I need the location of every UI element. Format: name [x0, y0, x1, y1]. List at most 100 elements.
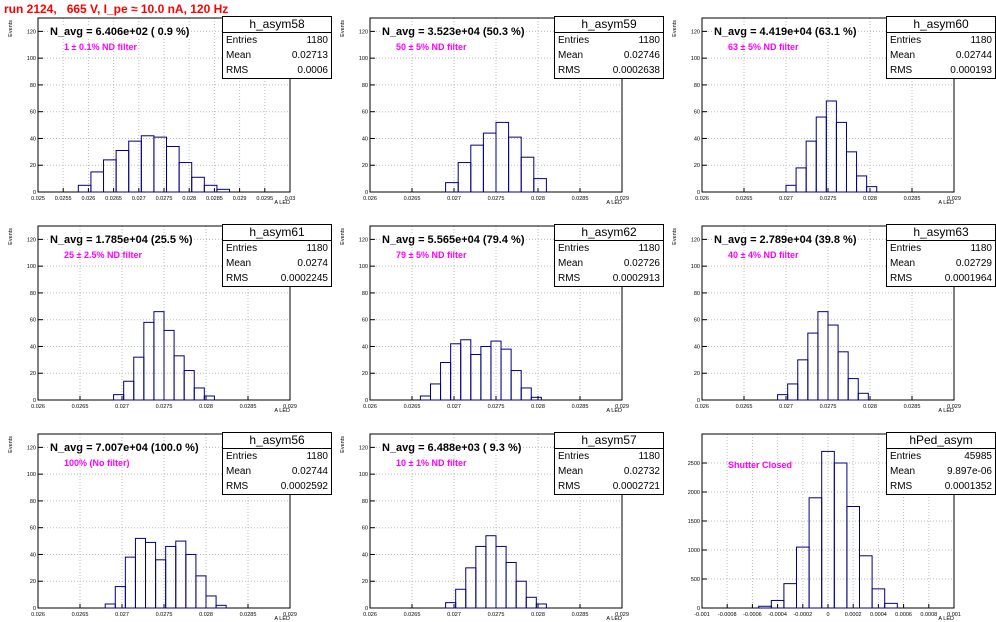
x-tick-label: 0.0265 [736, 196, 753, 202]
stats-label: Entries [558, 243, 590, 254]
y-tick-label: 80 [694, 83, 700, 89]
stats-row-entries: Entries 1180 [555, 33, 663, 48]
x-tick-label: 0.001 [947, 612, 961, 618]
histogram-bar [884, 602, 898, 609]
histogram-bar [797, 359, 809, 401]
y-tick-label: 40 [694, 136, 700, 142]
histogram-bar [808, 497, 823, 609]
y-tick-label: 100 [27, 472, 36, 478]
y-tick-label: 80 [362, 83, 368, 89]
n-avg-annotation: N_avg = 3.523e+04 (50.3 %) [380, 26, 527, 39]
histogram-title: h_asym58 [222, 16, 332, 33]
histogram-bar [115, 150, 130, 193]
histogram-bar [143, 321, 155, 401]
histogram-title: h_asym60 [886, 16, 996, 33]
x-axis-label: A LED [606, 408, 622, 414]
histogram-title: h_asym62 [554, 224, 664, 241]
histogram-bar [114, 586, 126, 609]
n-avg-annotation: N_avg = 6.488e+03 ( 9.3 %) [380, 442, 524, 455]
x-tick-label: 0.027 [447, 196, 461, 202]
y-tick-label: 100 [691, 56, 700, 62]
y-tick-label: 80 [694, 291, 700, 297]
histogram-bar [796, 546, 810, 609]
y-tick-label: 20 [694, 163, 700, 169]
stats-value-entries: 1180 [306, 35, 328, 46]
x-tick-label: 0.026 [695, 404, 709, 410]
stats-label: Mean [558, 466, 584, 477]
histogram-bar [520, 387, 532, 401]
x-tick-label: 0.026 [363, 196, 377, 202]
stats-box: Entries 1180 Mean 0.02744 RMS 0.000193 [886, 32, 996, 79]
stats-value-mean: 0.02713 [291, 50, 328, 61]
x-axis-label: A LED [274, 408, 290, 414]
stats-value-rms: 0.0002245 [280, 273, 328, 284]
stats-row-mean: Mean 0.02732 [555, 464, 663, 479]
x-axis-label: A LED [938, 408, 954, 414]
histogram-bar [419, 395, 431, 401]
stats-label: Entries [890, 243, 922, 254]
stats-value-entries: 45985 [964, 451, 992, 462]
histogram-bar [440, 362, 452, 401]
stats-value-entries: 1180 [306, 243, 328, 254]
stats-value-entries: 1180 [970, 35, 992, 46]
stats-row-mean: Mean 0.02746 [555, 48, 663, 63]
y-tick-label: 40 [362, 136, 368, 142]
y-tick-label: 60 [30, 526, 36, 532]
stats-value-mean: 0.02746 [623, 50, 660, 61]
histogram-bar [783, 583, 798, 609]
stats-row-rms: RMS 0.0006 [223, 63, 331, 78]
histogram-bar [787, 383, 799, 401]
histogram-bar [145, 541, 157, 609]
x-axis-label: A LED [274, 200, 290, 206]
histogram-bar [140, 135, 155, 193]
x-tick-label: 0.029 [283, 612, 297, 618]
stats-label: Entries [558, 35, 590, 46]
x-tick-label: -0.001 [694, 612, 710, 618]
x-tick-label: 0.0285 [572, 196, 589, 202]
x-tick-label: 0.0285 [904, 196, 921, 202]
x-tick-label: 0.029 [947, 404, 961, 410]
stats-value-rms: 0.0002638 [612, 65, 660, 76]
y-axis-label: Events [8, 436, 14, 453]
y-tick-label: 0 [697, 606, 700, 612]
filter-label: 63 ± 5% ND filter [728, 42, 799, 52]
x-tick-label: 0.0285 [904, 404, 921, 410]
x-tick-label: 0.028 [863, 404, 877, 410]
y-tick-label: 120 [691, 237, 700, 243]
y-tick-label: 100 [27, 56, 36, 62]
histogram-bar [183, 370, 195, 401]
stats-label: Mean [890, 466, 916, 477]
histogram-bar [837, 351, 849, 401]
histogram-bar [470, 353, 482, 401]
x-axis-label: A LED [938, 616, 954, 622]
x-tick-label: 0.029 [947, 196, 961, 202]
x-tick-label: 0.0285 [572, 612, 589, 618]
stats-value-rms: 0.0006 [297, 65, 328, 76]
histogram-bar [859, 555, 873, 609]
filter-label: 10 ± 1% ND filter [396, 458, 467, 468]
histogram-bar [178, 162, 193, 193]
x-tick-label: 0.029 [615, 612, 629, 618]
x-tick-label: -0.0008 [718, 612, 737, 618]
page-title: run 2124, 665 V, I_pe ≈ 10.0 nA, 120 Hz [4, 2, 229, 16]
histogram-bar [90, 171, 105, 193]
histogram-bar [833, 462, 848, 609]
histogram-bar [193, 387, 205, 401]
histogram-title: h_asym59 [554, 16, 664, 33]
x-tick-label: 0.026 [82, 196, 96, 202]
histogram-bar [155, 559, 167, 609]
histogram-bar [508, 136, 522, 193]
histogram-bar [165, 545, 177, 609]
stats-value-rms: 0.0001964 [944, 273, 992, 284]
stats-label: RMS [226, 273, 249, 284]
histogram-bar [133, 356, 145, 401]
histogram-bar [450, 343, 462, 401]
x-axis-label: A LED [938, 200, 954, 206]
y-tick-label: 120 [359, 237, 368, 243]
stats-row-rms: RMS 0.0002592 [223, 479, 331, 494]
y-tick-label: 60 [30, 110, 36, 116]
stats-row-rms: RMS 0.0001352 [887, 479, 995, 494]
histogram-bar [817, 311, 829, 401]
y-axis-label: Events [340, 20, 346, 37]
y-tick-label: 80 [362, 291, 368, 297]
